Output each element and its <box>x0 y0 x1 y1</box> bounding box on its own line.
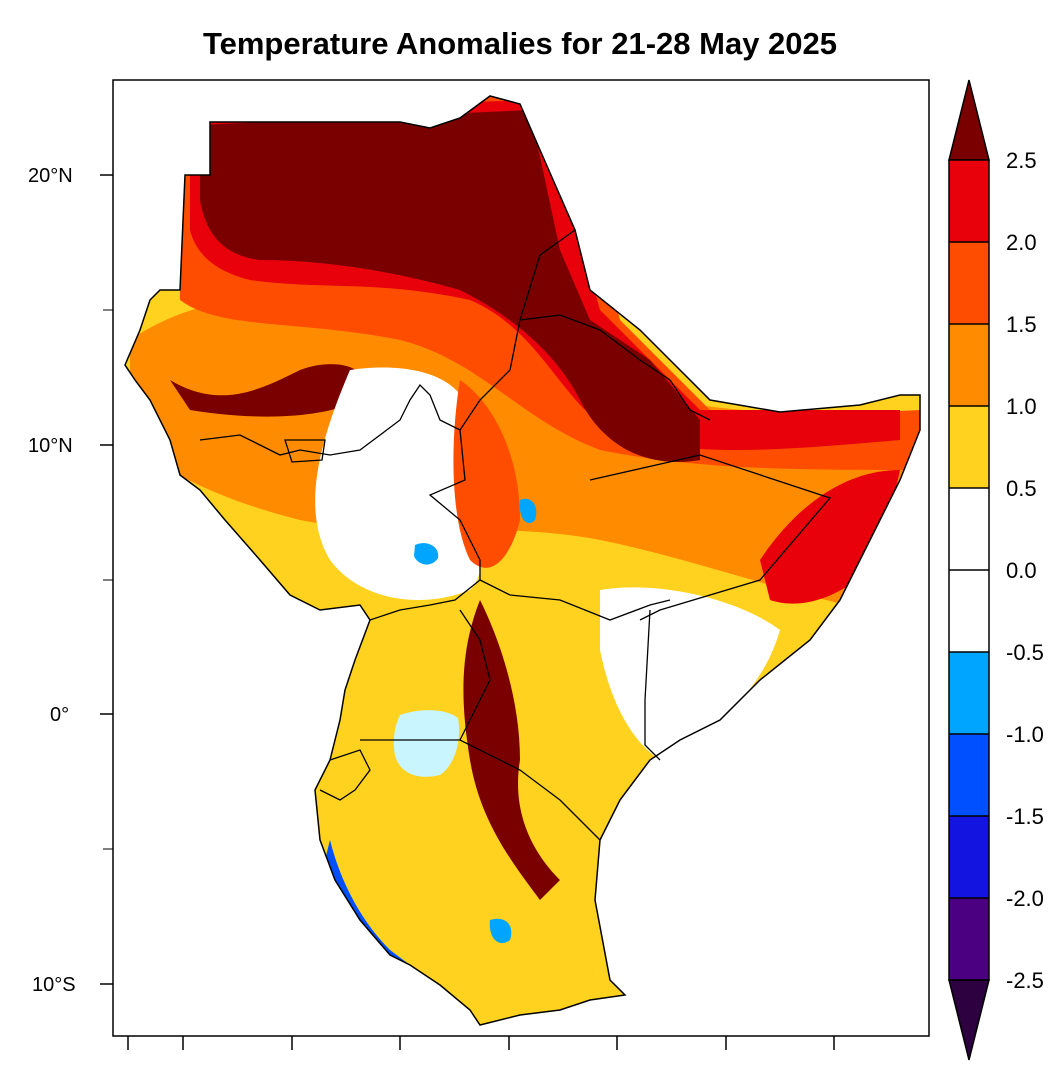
colorbar-label: 1.0 <box>1006 394 1037 419</box>
lat-label-10n: 10°N <box>28 435 73 457</box>
colorbar-dividers <box>949 241 989 899</box>
lake-victoria <box>393 710 460 777</box>
colorbar-label: -1.5 <box>1006 804 1044 829</box>
colorbar-swatch-10 <box>949 898 989 980</box>
border-kenya-somalia <box>644 609 661 761</box>
colorbar-label: 2.5 <box>1006 148 1037 173</box>
colorbar-label: 0.0 <box>1006 558 1037 583</box>
border-somalia-ethiopia <box>589 454 832 621</box>
land-outline <box>124 95 921 1026</box>
border-ethiopia-kenya <box>479 579 671 621</box>
lat-label-0: 0° <box>50 704 69 726</box>
colorbar-label: 1.5 <box>1006 312 1037 337</box>
colorbar-swatch-4 <box>949 406 989 488</box>
field-highland-warm <box>453 380 520 568</box>
border-tanzania-kenya <box>360 739 601 841</box>
field-cool-spot-3 <box>519 498 537 524</box>
colorbar-label: -2.0 <box>1006 886 1044 911</box>
colorbar-lower-arrow <box>948 979 990 1061</box>
colorbar <box>948 79 990 1061</box>
colorbar-swatch-1 <box>949 160 989 242</box>
colorbar-label: -1.0 <box>1006 722 1044 747</box>
colorbar-swatch-2 <box>949 242 989 324</box>
field-cool-spot-2 <box>489 918 512 944</box>
border-eritrea <box>519 314 711 421</box>
field-west-extreme <box>170 364 366 417</box>
field-sudan-neutral <box>315 367 482 600</box>
map-title: Temperature Anomalies for 21-28 May 2025 <box>202 26 838 61</box>
field-north-extreme <box>200 110 700 462</box>
colorbar-swatch-3 <box>949 324 989 406</box>
colorbar-label: 0.5 <box>1006 476 1037 501</box>
colorbar-upper-arrow <box>948 79 990 161</box>
border-uganda-kenya <box>459 609 491 741</box>
border-rwanda-burundi <box>319 749 371 801</box>
lat-label-10s: 10°S <box>32 974 76 996</box>
colorbar-label: 2.0 <box>1006 230 1037 255</box>
colorbar-swatch-7 <box>949 652 989 734</box>
field-rift-extreme <box>463 600 560 900</box>
colorbar-swatch-5 <box>949 488 989 570</box>
country-borders <box>199 229 832 841</box>
colorbar-swatch-9 <box>949 816 989 898</box>
field-coast-cold <box>325 840 410 970</box>
lon-axis <box>127 1036 835 1050</box>
colorbar-swatch-6 <box>949 570 989 652</box>
colorbar-swatch-8 <box>949 734 989 816</box>
field-cool-spot-1 <box>414 543 439 565</box>
colorbar-label: -0.5 <box>1006 640 1044 665</box>
colorbar-label: -2.5 <box>1006 968 1044 993</box>
border-sudan-southsudan <box>199 383 461 456</box>
lat-axis: 20°N 10°N 0° 10°S <box>28 165 113 996</box>
border-southsudan-uganda <box>369 579 481 621</box>
border-abyei <box>284 439 326 463</box>
lat-label-20n: 20°N <box>28 165 73 187</box>
